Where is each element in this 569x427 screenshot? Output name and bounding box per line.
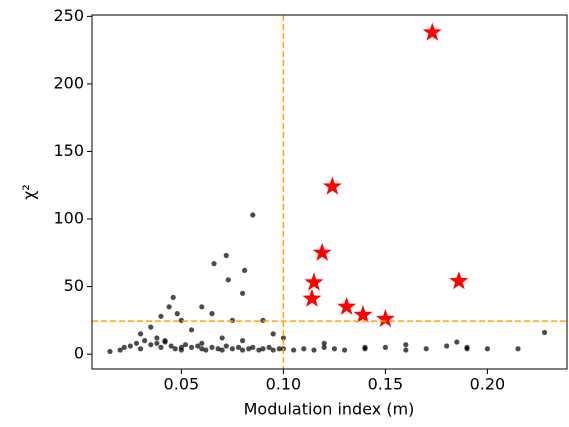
point (382, 344, 389, 350)
x-axis-label: Modulation index (m) (244, 400, 415, 419)
point (199, 340, 205, 346)
point (203, 347, 209, 353)
point (242, 267, 248, 273)
point (260, 346, 266, 352)
point (423, 346, 429, 352)
point (515, 346, 521, 352)
point (225, 277, 231, 283)
x-tick-label: 0.05 (164, 375, 200, 394)
point (154, 335, 160, 341)
y-tick-label: 0 (74, 344, 84, 363)
point (219, 347, 225, 353)
y-tick-label: 200 (53, 73, 84, 92)
point (290, 347, 297, 353)
point (276, 346, 282, 352)
x-tick-label: 0.20 (470, 375, 506, 394)
point (229, 346, 235, 352)
point (250, 344, 256, 350)
star-point (312, 242, 332, 261)
point (229, 317, 235, 323)
point (403, 347, 409, 353)
point (170, 294, 176, 300)
point (403, 342, 409, 348)
point (133, 340, 140, 346)
point (270, 347, 276, 353)
point (260, 317, 266, 323)
star-point (302, 288, 322, 307)
plot-frame (91, 14, 568, 370)
point (199, 304, 205, 310)
point (239, 290, 246, 296)
y-tick-label: 150 (53, 141, 84, 160)
point (178, 344, 184, 350)
point (362, 344, 368, 350)
point (148, 342, 154, 348)
point (137, 346, 144, 352)
point (188, 327, 195, 333)
point (219, 335, 225, 341)
star-point (304, 272, 324, 291)
point (211, 261, 217, 267)
point (331, 346, 337, 352)
point (235, 344, 242, 350)
point (158, 344, 164, 350)
point (168, 343, 174, 349)
point (484, 346, 491, 352)
point (454, 339, 460, 345)
point (215, 346, 221, 352)
point (256, 347, 262, 353)
point (117, 347, 123, 353)
star-point (353, 305, 373, 323)
point (341, 347, 348, 353)
point (239, 347, 246, 353)
y-tick-label: 100 (53, 209, 84, 228)
point (154, 340, 160, 346)
point (301, 346, 307, 352)
point (239, 338, 246, 344)
point (188, 344, 195, 350)
point (209, 344, 215, 350)
point (444, 343, 450, 349)
point (464, 344, 470, 350)
point (172, 346, 178, 352)
star-point (337, 296, 357, 315)
y-tick-label: 250 (53, 6, 84, 25)
point (162, 338, 168, 344)
point (107, 348, 113, 355)
point (199, 346, 205, 352)
point (166, 304, 172, 310)
point (209, 311, 215, 317)
point (541, 329, 548, 336)
y-axis-label: χ² (20, 184, 39, 200)
point (321, 340, 327, 346)
point (223, 252, 229, 259)
point (178, 317, 184, 323)
star-point (449, 271, 469, 290)
point (195, 343, 201, 349)
point (223, 343, 229, 349)
star-point (375, 309, 395, 328)
point (182, 342, 189, 348)
star-point (422, 22, 442, 41)
x-tick-label: 0.10 (266, 375, 302, 394)
x-tick-label: 0.15 (368, 375, 404, 394)
point (174, 311, 180, 317)
point (311, 347, 317, 353)
point (158, 313, 164, 319)
point (148, 324, 154, 330)
point (246, 346, 252, 352)
point (270, 331, 276, 337)
star-point (322, 176, 342, 195)
point (280, 335, 286, 341)
point (250, 212, 256, 218)
point (121, 344, 127, 350)
point (127, 343, 133, 349)
point (137, 331, 144, 337)
y-tick-label: 50 (64, 276, 84, 295)
point (321, 344, 327, 350)
point (266, 344, 272, 350)
point (142, 338, 148, 344)
